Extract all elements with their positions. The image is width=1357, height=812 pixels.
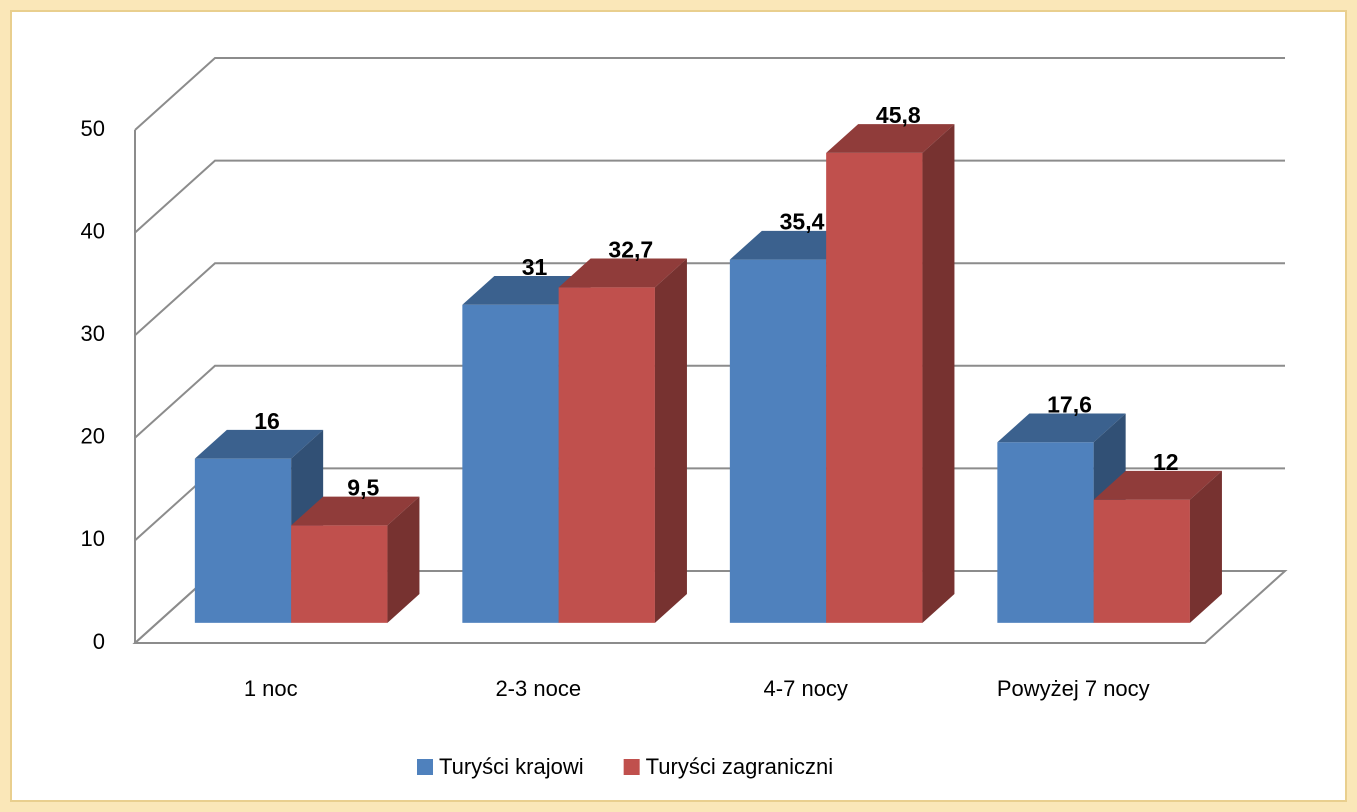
y-tick-label: 20 <box>81 424 105 449</box>
bar-top <box>291 496 420 526</box>
y-tick-label: 40 <box>81 218 105 243</box>
data-label: 45,8 <box>876 102 921 128</box>
bar-top <box>997 413 1126 443</box>
data-label: 31 <box>522 254 548 280</box>
bar-top <box>729 230 859 260</box>
bar <box>1093 499 1190 623</box>
legend-swatch <box>623 759 640 775</box>
x-tick-label: 4-7 nocy <box>764 676 848 701</box>
bar <box>729 259 827 623</box>
grid-line <box>134 57 1285 131</box>
bar <box>826 152 923 623</box>
grid-line <box>134 159 1285 234</box>
data-label: 9,5 <box>347 474 379 500</box>
x-tick-label: Powyżej 7 nocy <box>997 676 1150 701</box>
data-label: 32,7 <box>608 236 653 262</box>
bar <box>997 442 1094 623</box>
y-tick-label: 50 <box>81 116 105 141</box>
bar-top <box>558 258 687 288</box>
legend-swatch <box>417 759 433 775</box>
bar-top <box>1093 470 1222 500</box>
bar-side <box>1189 470 1222 623</box>
y-tick-label: 10 <box>81 526 105 551</box>
data-label: 35,4 <box>780 209 825 235</box>
data-label: 12 <box>1153 449 1179 475</box>
bar-side <box>654 258 687 623</box>
x-tick-label: 1 noc <box>244 676 298 701</box>
bar <box>194 458 292 623</box>
bar-top <box>194 429 324 459</box>
legend-label: Turyści krajowi <box>439 754 584 779</box>
y-tick-label: 30 <box>81 321 105 346</box>
legend-label: Turyści zagraniczni <box>646 754 833 779</box>
grid-line <box>134 262 1285 336</box>
bar-top <box>462 275 591 305</box>
bar-side <box>387 496 420 623</box>
data-label: 16 <box>254 408 280 434</box>
bar-top <box>826 124 955 153</box>
bar <box>291 525 388 623</box>
bar <box>462 304 559 623</box>
bar-side <box>922 124 955 623</box>
y-tick-label: 0 <box>93 629 105 654</box>
bar <box>558 287 655 623</box>
data-label: 17,6 <box>1047 391 1092 417</box>
x-tick-label: 2-3 noce <box>495 676 581 701</box>
